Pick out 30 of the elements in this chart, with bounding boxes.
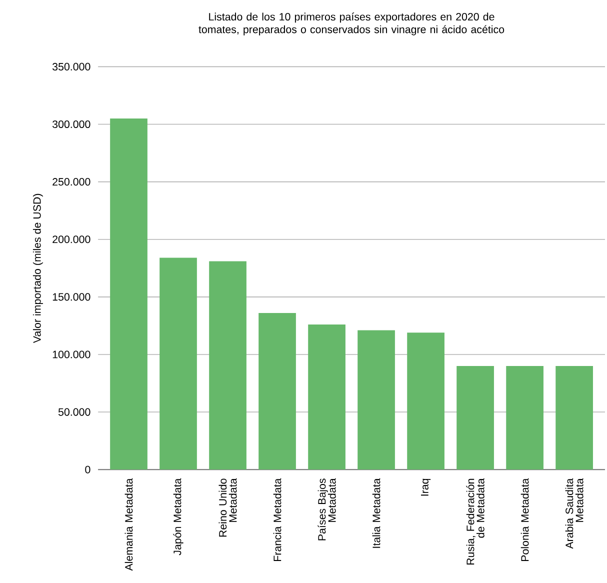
bar	[407, 332, 444, 470]
x-tick-label: Iraq	[421, 478, 431, 496]
bar	[258, 313, 296, 470]
y-tick-label: 100.000	[52, 350, 90, 358]
x-tick-label: Japón Metadata	[173, 478, 184, 556]
x-tick-label: Arabia Saudita Metadata	[565, 478, 584, 549]
x-tick-label: Polonia Metadata	[520, 478, 529, 561]
y-tick-label: 350.000	[52, 62, 90, 70]
x-tick-label: Rusia, Federación de Metadata	[466, 478, 484, 565]
y-tick-label: 250.000	[52, 178, 90, 186]
x-tick-label: Italia Metadata	[372, 478, 380, 548]
y-tick-label: 200.000	[52, 236, 90, 244]
bar	[456, 366, 494, 470]
y-tick-label: 300.000	[52, 120, 90, 128]
y-tick-label: 50.000	[58, 408, 90, 416]
x-tick-label: Reino Unido Metadata	[218, 478, 237, 537]
chart-title: Listado de los 10 primeros países exportadores en 2020 de tomates, preparados o conservados sin vinagre ni ácido acético	[198, 12, 504, 36]
y-tick-label: 0	[85, 466, 90, 474]
bar	[110, 118, 148, 470]
bar	[160, 258, 197, 470]
y-tick-label: 150.000	[52, 293, 90, 301]
bar	[358, 330, 395, 470]
y-axis-title: Valor importado (miles de USD)	[32, 194, 43, 344]
x-tick-label: Países Bajos Metadata	[318, 478, 336, 540]
x-tick-label: Francia Metadata	[273, 478, 282, 561]
bar	[556, 366, 593, 470]
x-tick-label: Alemania Metadata	[124, 478, 133, 571]
bar	[506, 366, 544, 470]
bar	[308, 324, 346, 470]
bar	[209, 261, 246, 470]
